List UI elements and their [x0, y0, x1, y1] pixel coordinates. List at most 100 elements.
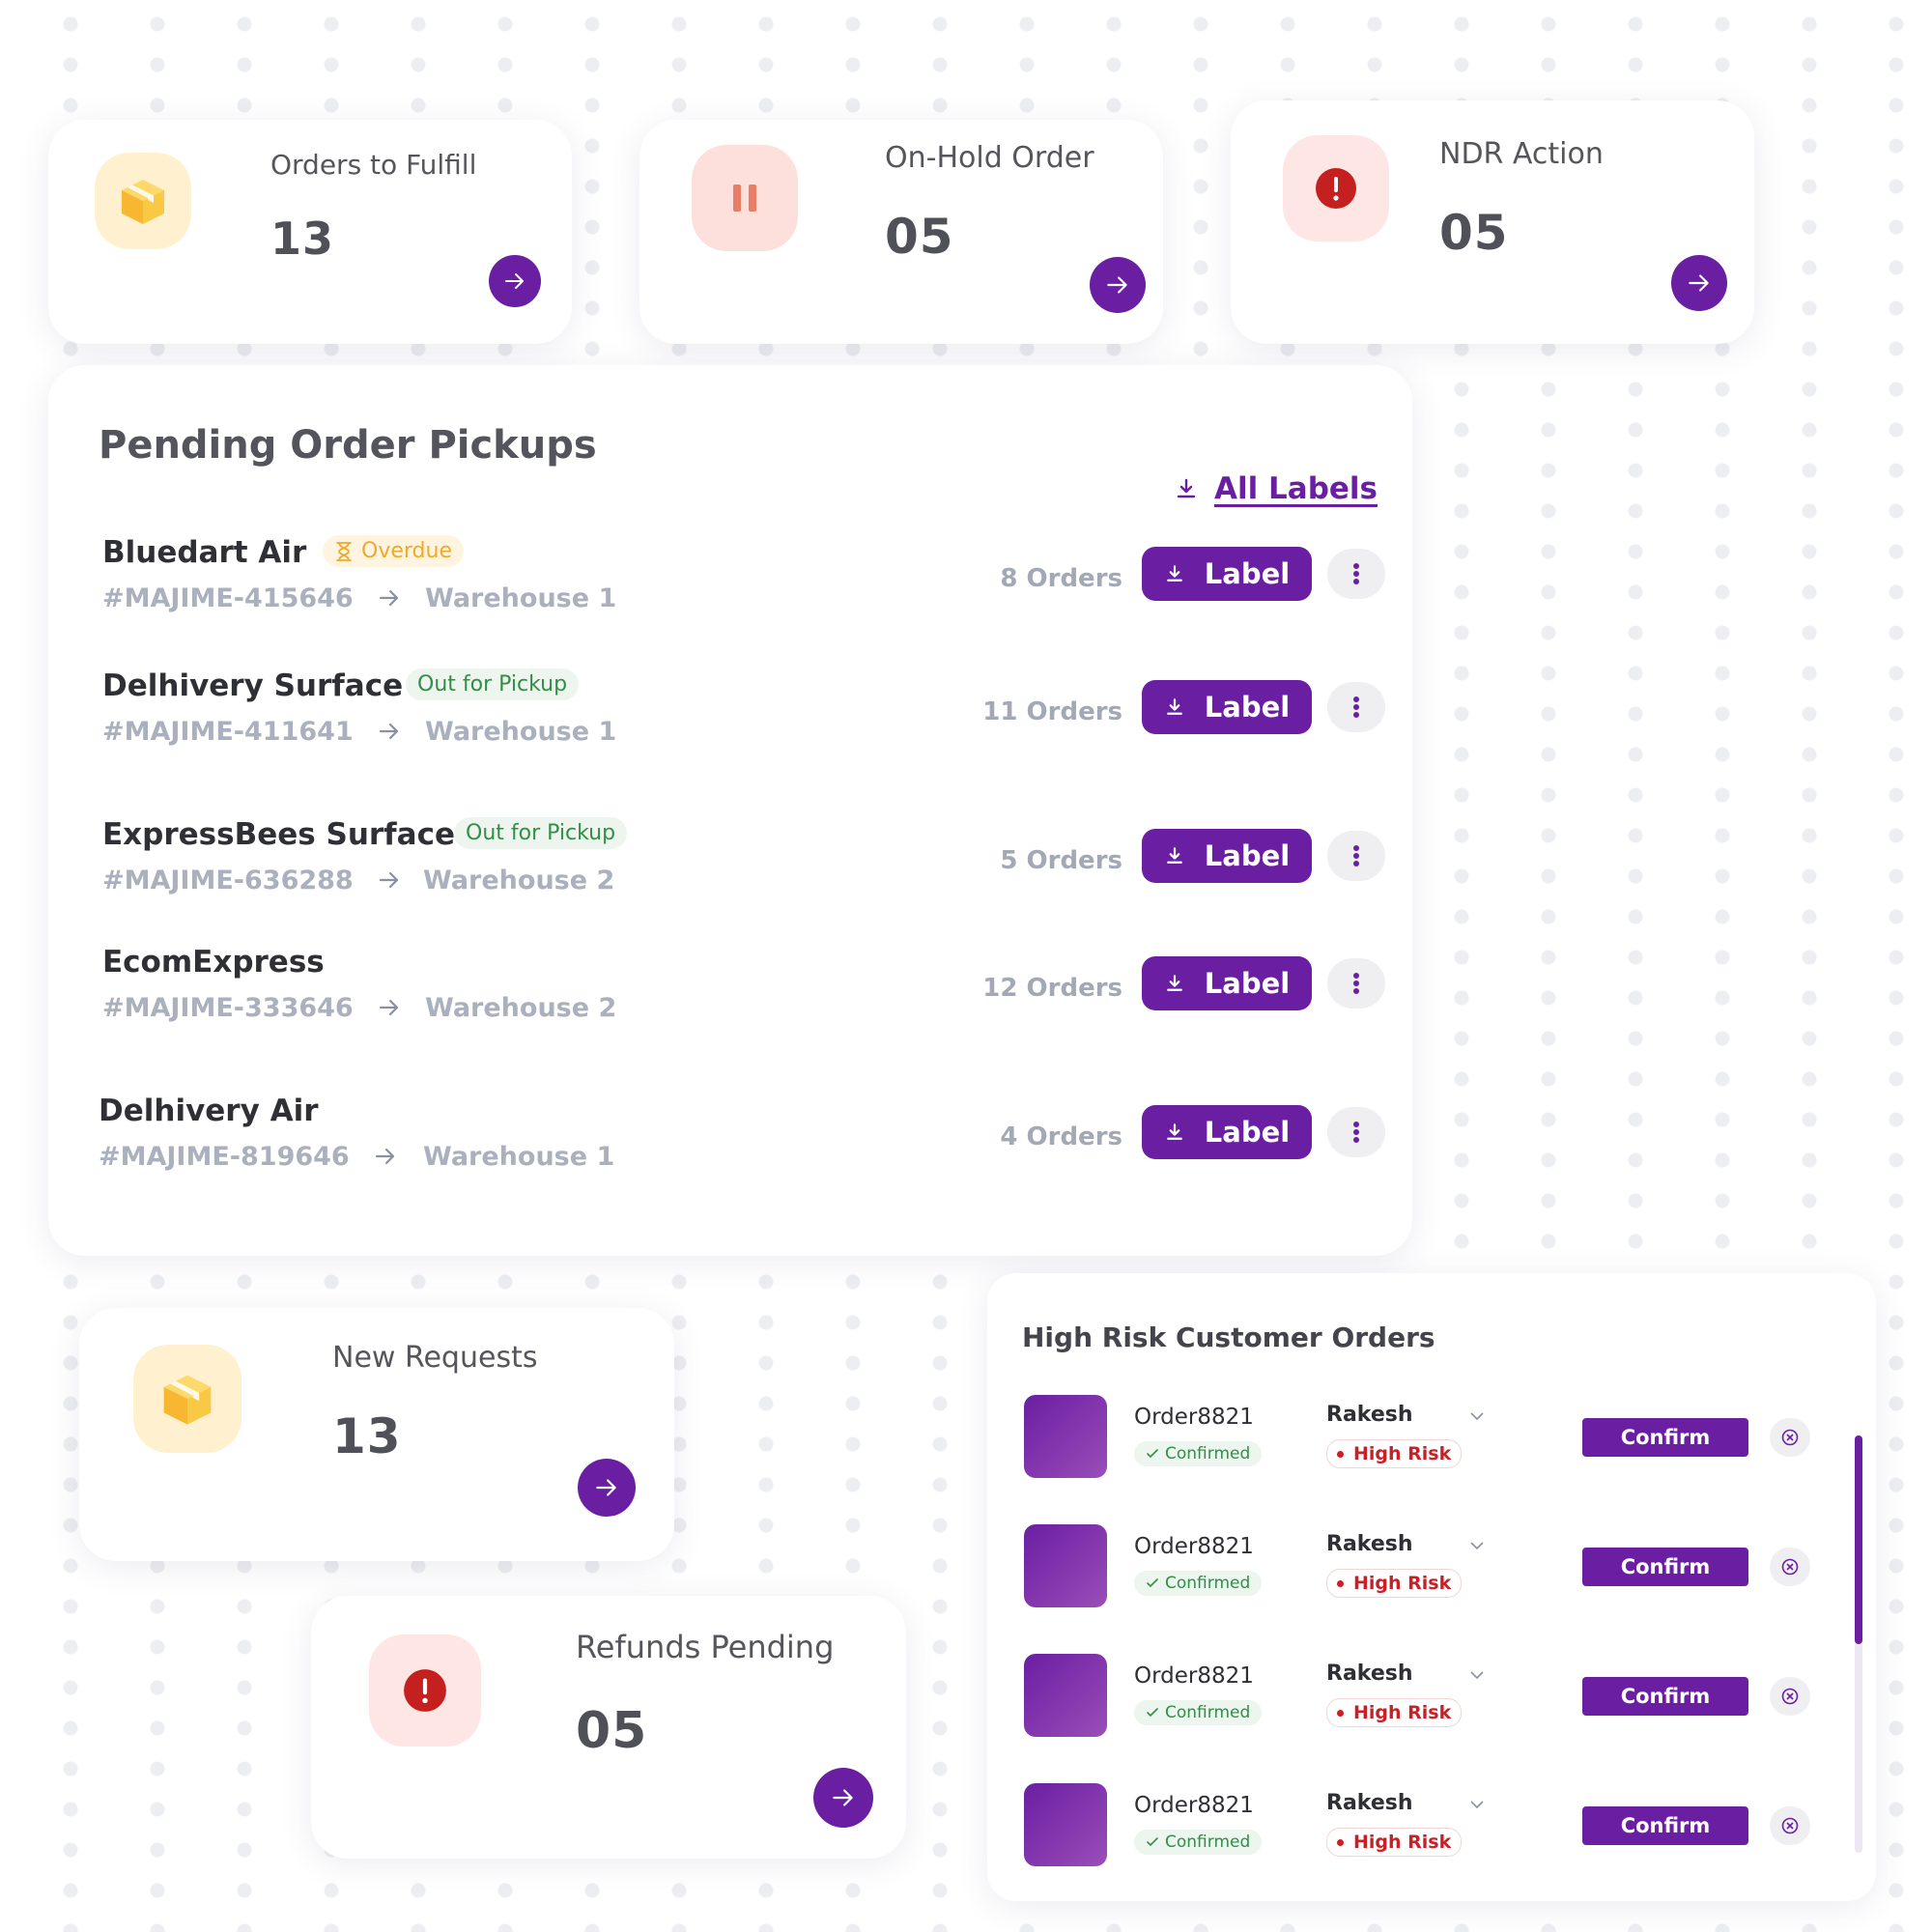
risk-dot-icon	[1337, 1709, 1344, 1717]
customer-name: Rakesh	[1326, 1403, 1413, 1427]
risk-text: High Risk	[1353, 1573, 1452, 1594]
on-hold-arrow-button[interactable]	[1090, 257, 1146, 313]
order-id: #MAJIME-636288	[102, 866, 354, 895]
refunds-arrow-button[interactable]	[813, 1768, 873, 1828]
check-icon	[1147, 1449, 1158, 1459]
status-badge: Out for Pickup	[406, 668, 580, 700]
on-hold-order-card: On-Hold Order 05	[639, 120, 1163, 344]
scrollbar-track[interactable]	[1855, 1435, 1862, 1853]
pickup-row: Bluedart Air Overdue #MAJIME-415646 Ware…	[48, 535, 1412, 641]
label-button-text: Label	[1204, 967, 1291, 1000]
pickup-row: EcomExpress #MAJIME-333646 Warehouse 2 1…	[48, 945, 1412, 1051]
cancel-button[interactable]	[1770, 1548, 1810, 1586]
label-button[interactable]: Label	[1142, 829, 1312, 883]
new-requests-card: New Requests 13	[79, 1308, 674, 1561]
order-number: Order8821	[1134, 1793, 1254, 1818]
close-circle-icon	[1781, 1429, 1799, 1446]
confirm-button[interactable]: Confirm	[1582, 1548, 1748, 1586]
confirm-button[interactable]: Confirm	[1582, 1677, 1748, 1716]
cancel-button[interactable]	[1770, 1677, 1810, 1716]
arrow-right-icon	[1107, 276, 1127, 294]
label-button[interactable]: Label	[1142, 956, 1312, 1010]
all-labels-link[interactable]: All Labels	[1174, 471, 1378, 506]
warehouse-name: Warehouse 1	[423, 1142, 615, 1172]
label-button[interactable]: Label	[1142, 680, 1312, 734]
download-icon	[1177, 478, 1196, 498]
chevron-down-icon[interactable]	[1468, 1669, 1486, 1681]
alert-icon	[1283, 135, 1389, 242]
download-icon	[1166, 1123, 1182, 1140]
arrow-right-icon	[1689, 274, 1709, 292]
check-icon	[1147, 1708, 1158, 1718]
download-icon	[1166, 698, 1182, 715]
chevron-down-icon[interactable]	[1468, 1799, 1486, 1810]
chevron-down-icon[interactable]	[1468, 1410, 1486, 1422]
label-button-text: Label	[1204, 839, 1291, 872]
check-icon	[1147, 1837, 1158, 1847]
confirmed-text: Confirmed	[1165, 1833, 1251, 1852]
close-circle-icon	[1781, 1817, 1799, 1834]
product-thumbnail	[1024, 1783, 1107, 1866]
arrow-right-icon	[379, 999, 399, 1016]
risk-badge: High Risk	[1326, 1569, 1463, 1598]
label-button-text: Label	[1204, 691, 1291, 724]
download-icon	[1166, 847, 1182, 864]
chevron-down-icon[interactable]	[1468, 1540, 1486, 1551]
arrow-right-icon	[833, 1789, 853, 1806]
stat-title: Refunds Pending	[576, 1629, 835, 1665]
check-icon	[1147, 1578, 1158, 1588]
more-options-button[interactable]	[1327, 831, 1385, 881]
courier-name: EcomExpress	[102, 945, 325, 980]
courier-name: Delhivery Air	[99, 1094, 319, 1128]
customer-name: Rakesh	[1326, 1662, 1413, 1686]
alert-icon	[369, 1634, 481, 1747]
panel-title: Pending Order Pickups	[99, 423, 597, 468]
box-icon	[133, 1345, 242, 1453]
orders-to-fulfill-arrow-button[interactable]	[489, 255, 541, 307]
more-options-button[interactable]	[1327, 549, 1385, 599]
arrow-right-icon	[379, 871, 399, 889]
more-options-button[interactable]	[1327, 958, 1385, 1009]
box-icon	[95, 153, 191, 249]
risk-badge: High Risk	[1326, 1698, 1463, 1727]
risk-dot-icon	[1337, 1450, 1344, 1458]
courier-name: ExpressBees Surface	[102, 817, 455, 852]
ndr-action-card: NDR Action 05	[1231, 100, 1754, 344]
stat-title: Orders to Fulfill	[270, 149, 477, 181]
more-vertical-icon	[1353, 973, 1359, 994]
confirm-button[interactable]: Confirm	[1582, 1418, 1748, 1457]
order-id: #MAJIME-415646	[102, 583, 354, 613]
label-button[interactable]: Label	[1142, 547, 1312, 601]
confirmed-text: Confirmed	[1165, 1444, 1251, 1463]
new-requests-arrow-button[interactable]	[578, 1459, 636, 1517]
ndr-action-arrow-button[interactable]	[1671, 255, 1727, 311]
orders-count: 4 Orders	[1000, 1122, 1122, 1151]
more-vertical-icon	[1353, 845, 1359, 867]
status-text: Overdue	[361, 539, 452, 563]
stat-value: 05	[576, 1702, 648, 1760]
more-options-button[interactable]	[1327, 1107, 1385, 1157]
cancel-button[interactable]	[1770, 1418, 1810, 1457]
product-thumbnail	[1024, 1654, 1107, 1737]
pending-order-pickups-panel: Pending Order Pickups All Labels Bluedar…	[48, 365, 1412, 1256]
status-badge: Out for Pickup	[454, 817, 628, 849]
order-id: #MAJIME-819646	[99, 1142, 350, 1172]
cancel-button[interactable]	[1770, 1806, 1810, 1845]
scrollbar-thumb[interactable]	[1855, 1435, 1862, 1644]
arrow-right-icon	[375, 1148, 395, 1165]
hourglass-icon	[336, 541, 352, 561]
confirmed-text: Confirmed	[1165, 1574, 1251, 1593]
orders-count: 5 Orders	[1000, 846, 1122, 875]
stat-value: 05	[1439, 205, 1509, 261]
courier-name: Bluedart Air	[102, 535, 307, 570]
orders-count: 11 Orders	[982, 697, 1122, 726]
confirmed-badge: Confirmed	[1134, 1571, 1263, 1596]
high-risk-row: Order8821 Confirmed Rakesh High Risk Con…	[987, 1524, 1876, 1617]
label-button[interactable]: Label	[1142, 1105, 1312, 1159]
label-button-text: Label	[1204, 1116, 1291, 1149]
all-labels-text: All Labels	[1213, 471, 1378, 506]
orders-to-fulfill-card: Orders to Fulfill 13	[48, 120, 572, 344]
more-options-button[interactable]	[1327, 682, 1385, 732]
order-number: Order8821	[1134, 1534, 1254, 1559]
confirm-button[interactable]: Confirm	[1582, 1806, 1748, 1845]
